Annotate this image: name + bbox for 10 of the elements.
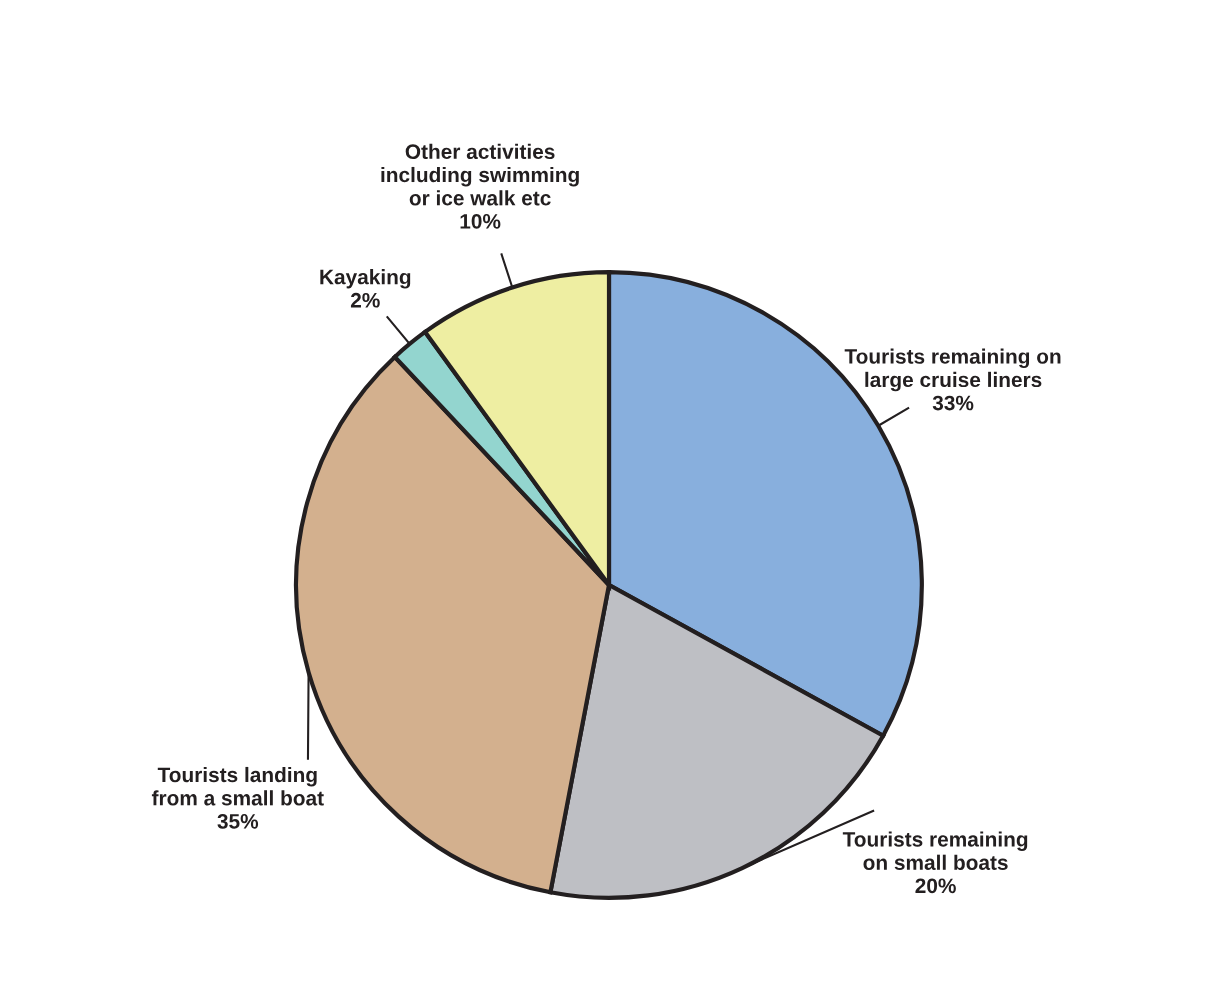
data-label: 2% bbox=[350, 292, 380, 308]
slice-label: Other activities including swimming or ice walk etc bbox=[381, 143, 579, 206]
slice-label: Kayaking bbox=[320, 269, 411, 289]
data-label: 20% bbox=[915, 878, 956, 894]
data-label: 35% bbox=[217, 813, 259, 829]
data-label: 10% bbox=[460, 213, 501, 229]
data-label: 33% bbox=[932, 395, 974, 411]
slice-label: Tourists remaining on small boats bbox=[842, 831, 1028, 870]
slice-label: Tourists remaining on large cruise liners bbox=[844, 348, 1061, 392]
slice-label: Tourists landing from a small boat bbox=[151, 766, 324, 806]
